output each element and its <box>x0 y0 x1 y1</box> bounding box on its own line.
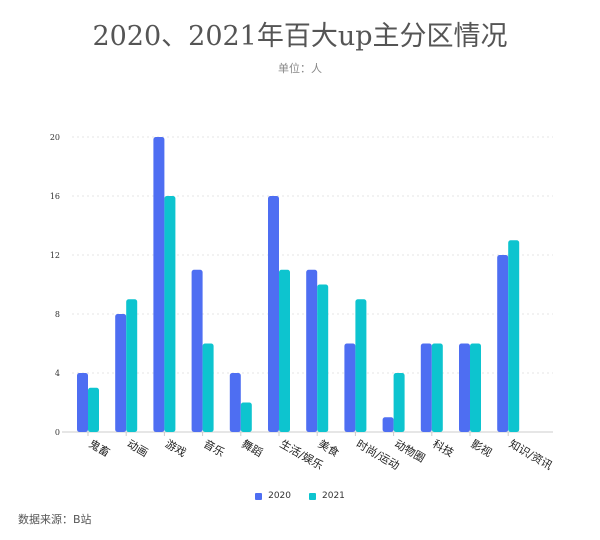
x-tick-label: 影视 <box>469 436 495 459</box>
bar-2021 <box>431 343 443 432</box>
chart-title: 2020、2021年百大up主分区情况 <box>92 21 508 52</box>
legend: 2020 2021 <box>0 491 600 501</box>
x-tick-label: 音乐 <box>201 436 227 459</box>
y-tick-label: 0 <box>55 428 60 437</box>
y-tick-label: 20 <box>50 133 60 142</box>
legend-swatch <box>255 492 263 500</box>
bar-2020 <box>191 269 203 432</box>
bar-2021 <box>126 299 138 432</box>
y-tick-label: 4 <box>55 369 60 378</box>
bar-2020 <box>153 137 165 432</box>
legend-item-2020[interactable]: 2020 <box>255 491 291 501</box>
bar-2020 <box>229 373 241 432</box>
bar-2020 <box>382 417 394 432</box>
bar-2020 <box>420 343 432 432</box>
y-tick-label: 8 <box>55 310 60 319</box>
x-tick-label: 游戏 <box>163 437 189 459</box>
bar-2021 <box>164 196 176 432</box>
bar-2020 <box>497 255 509 432</box>
bar-2021 <box>279 269 290 432</box>
legend-swatch <box>309 492 316 500</box>
legend-label: 2021 <box>322 491 345 501</box>
bar-2020 <box>115 314 127 432</box>
legend-label: 2020 <box>268 491 291 501</box>
x-tick-label: 舞蹈 <box>239 437 265 459</box>
bar-2021 <box>470 343 481 432</box>
bar-2020 <box>77 373 88 432</box>
bar-2020 <box>268 196 279 432</box>
chart-subtitle: 单位：人 <box>278 62 322 75</box>
bar-2021 <box>317 284 329 432</box>
data-source: 数据来源：B站 <box>18 513 92 526</box>
legend-item-2021[interactable]: 2021 <box>309 491 345 501</box>
bar-2020 <box>459 343 470 432</box>
x-tick-label: 鬼畜 <box>87 436 113 459</box>
x-tick-label: 美食 <box>316 436 342 459</box>
y-tick-label: 12 <box>50 251 60 260</box>
y-tick-label: 16 <box>50 192 60 201</box>
x-tick-label: 知识/资讯 <box>507 436 555 472</box>
bar-2021 <box>202 343 214 432</box>
bar-2021 <box>240 402 252 432</box>
bar-2021 <box>508 240 520 432</box>
bar-2020 <box>344 343 356 432</box>
bar-2021 <box>393 373 405 432</box>
bar-2021 <box>88 387 99 432</box>
x-tick-label: 动画 <box>125 437 151 459</box>
bar-2020 <box>306 269 318 432</box>
bar-2021 <box>355 299 367 432</box>
x-tick-label: 科技 <box>430 436 456 459</box>
